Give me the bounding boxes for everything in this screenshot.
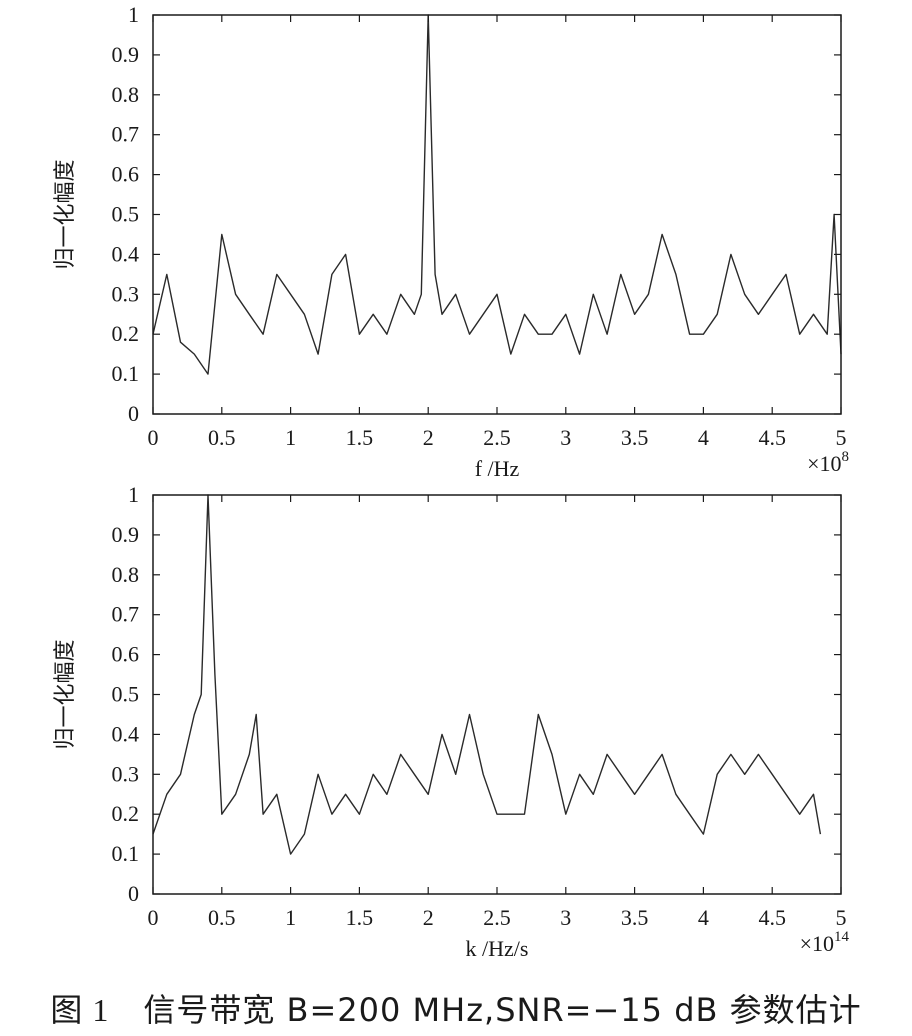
x-tick-label: 3 [560,905,571,930]
x-tick-label: 3.5 [621,905,649,930]
y-axis-label: 归一化幅度 [53,639,78,749]
y-tick-label: 0.3 [112,761,140,786]
x-tick-label: 3 [560,425,571,450]
x-tick-label: 4 [698,425,709,450]
x-tick-label: 2.5 [483,425,511,450]
chart-bottom: 0 0.5 1 1.5 2 2.5 3 3.5 4 4.5 5 0 0.1 0.2 0.3 0.4 0.5 0.6… [53,482,850,961]
chart-top: 0 0.5 1 1.5 2 2.5 3 3.5 4 4.5 5 0 0.1 0.2 0.3 0.4 0.5 0.6… [53,2,849,481]
y-tick-label: 0.1 [112,841,140,866]
x-tick-label: 1 [285,905,296,930]
y-tick-label: 0.1 [112,361,140,386]
plot-frame [152,494,842,895]
x-multiplier-base: ×10 [807,451,841,476]
y-tick-label: 0.5 [112,682,140,707]
x-tick-label: 0 [148,425,159,450]
x-axis-label: k /Hz/s [466,936,529,961]
x-tick-label: 2 [423,905,434,930]
x-tick-label: 1 [285,425,296,450]
x-tick-label: 4.5 [758,905,786,930]
y-tick-label: 0.9 [112,522,140,547]
y-tick-label: 1 [128,482,139,507]
x-tick-label: 0.5 [208,905,236,930]
x-tick-label: 0 [148,905,159,930]
plot-frame [152,14,842,415]
y-tick-label: 0.4 [112,721,140,746]
figure-number: 图 1 [50,992,110,1028]
x-tick-label: 0.5 [208,425,236,450]
y-tick-label: 0.6 [112,162,140,187]
x-axis-label: f /Hz [475,456,520,481]
y-tick-label: 0.2 [112,321,140,346]
x-tick-label: 1.5 [346,905,374,930]
x-multiplier-exponent: 8 [842,449,850,465]
x-tick-label: 5 [836,905,847,930]
y-tick-label: 0.5 [112,202,140,227]
y-axis-label: 归一化幅度 [53,159,78,269]
y-tick-label: 0.4 [112,241,140,266]
x-tick-label: 5 [836,425,847,450]
y-tick-label: 0.6 [112,642,140,667]
y-tick-label: 0.7 [112,122,140,147]
y-tick-label: 0 [128,401,139,426]
y-tick-label: 1 [128,2,139,27]
caption-text: 信号带宽 B=200 MHz,SNR=−15 dB 参数估计 [143,991,862,1029]
x-tick-label: 3.5 [621,425,649,450]
x-multiplier: ×108 [807,449,849,476]
figure-caption: 图 1 信号带宽 B=200 MHz,SNR=−15 dB 参数估计 [0,985,912,1031]
x-multiplier: ×1014 [800,929,850,956]
x-multiplier-base: ×10 [800,931,834,956]
series-line [152,14,842,375]
y-tick-label: 0.2 [112,801,140,826]
x-tick-label: 1.5 [346,425,374,450]
y-tick-label: 0 [128,881,139,906]
x-tick-label: 4 [698,905,709,930]
y-tick-label: 0.8 [112,562,140,587]
x-tick-label: 4.5 [758,425,786,450]
x-tick-label: 2 [423,425,434,450]
y-tick-label: 0.9 [112,42,140,67]
x-multiplier-exponent: 14 [834,929,850,945]
y-tick-label: 0.3 [112,281,140,306]
x-tick-label: 2.5 [483,905,511,930]
y-tick-label: 0.8 [112,82,140,107]
y-tick-label: 0.7 [112,602,140,627]
series-line [152,494,822,855]
